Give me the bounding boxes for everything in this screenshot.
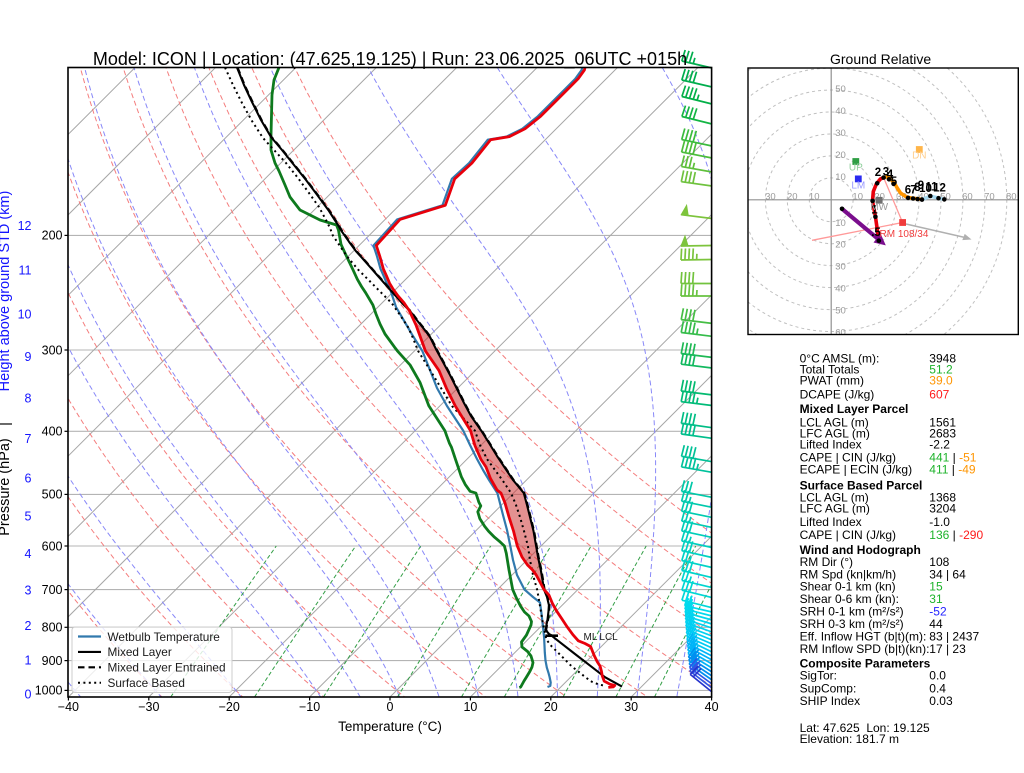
svg-text:10: 10 xyxy=(835,218,846,229)
svg-text:70: 70 xyxy=(984,191,995,202)
svg-text:60: 60 xyxy=(962,191,973,202)
svg-text:30: 30 xyxy=(835,262,846,273)
svg-text:Model: ICON | Location: (47.62: Model: ICON | Location: (47.625,19.125) … xyxy=(93,49,687,70)
svg-text:20: 20 xyxy=(835,240,846,251)
svg-text:300: 300 xyxy=(42,343,63,357)
svg-text:0: 0 xyxy=(387,700,394,714)
svg-text:20: 20 xyxy=(787,191,798,202)
svg-text:30: 30 xyxy=(835,128,846,139)
svg-text:4: 4 xyxy=(25,547,32,561)
svg-text:30: 30 xyxy=(624,700,638,714)
svg-text:20: 20 xyxy=(835,150,846,161)
svg-text:Surface Based: Surface Based xyxy=(108,676,185,690)
svg-text:2: 2 xyxy=(25,619,32,633)
svg-text:10: 10 xyxy=(809,191,820,202)
svg-text:50: 50 xyxy=(835,306,846,317)
svg-text:Temperature (°C): Temperature (°C) xyxy=(338,719,442,734)
svg-text:200: 200 xyxy=(42,229,63,243)
svg-text:DCAPE (J/kg): DCAPE (J/kg) xyxy=(800,388,875,402)
svg-text:Mixed Layer: Mixed Layer xyxy=(108,645,172,659)
svg-text:Mixed Layer Parcel: Mixed Layer Parcel xyxy=(800,402,909,416)
svg-text:LFC AGL (m): LFC AGL (m) xyxy=(800,502,870,516)
svg-text:5: 5 xyxy=(25,510,32,524)
svg-text:0.03: 0.03 xyxy=(929,694,953,708)
svg-text:5: 5 xyxy=(891,176,898,188)
svg-text:Mixed Layer Entrained: Mixed Layer Entrained xyxy=(108,661,226,675)
svg-text:10: 10 xyxy=(463,700,477,714)
svg-text:−20: −20 xyxy=(219,700,240,714)
svg-text:Pressure (hPa): Pressure (hPa) xyxy=(0,438,13,536)
svg-text:−10: −10 xyxy=(299,700,320,714)
svg-text:0: 0 xyxy=(25,687,32,701)
svg-text:607: 607 xyxy=(929,388,949,402)
svg-text:50: 50 xyxy=(835,84,846,95)
svg-text:800: 800 xyxy=(42,621,63,635)
svg-text:40: 40 xyxy=(705,700,719,714)
svg-text:80: 80 xyxy=(1006,191,1017,202)
svg-text:Ground Relative: Ground Relative xyxy=(830,51,931,67)
svg-text:RM Inflow SPD (b|t)(kn):: RM Inflow SPD (b|t)(kn): xyxy=(800,642,930,656)
svg-text:40: 40 xyxy=(835,284,846,295)
svg-text:136 | -290: 136 | -290 xyxy=(929,528,983,542)
svg-text:500: 500 xyxy=(42,488,63,502)
svg-text:SHIP Index: SHIP Index xyxy=(800,694,860,708)
svg-text:900: 900 xyxy=(42,654,63,668)
svg-text:1000: 1000 xyxy=(35,684,63,698)
svg-text:3204: 3204 xyxy=(929,502,956,516)
svg-text:Elevation: 181.7 m: Elevation: 181.7 m xyxy=(800,732,899,746)
svg-text:400: 400 xyxy=(42,425,63,439)
svg-text:20: 20 xyxy=(544,700,558,714)
svg-text:40: 40 xyxy=(835,106,846,117)
svg-text:3: 3 xyxy=(25,583,32,597)
svg-text:CAPE | CIN (J/kg): CAPE | CIN (J/kg) xyxy=(800,528,896,542)
svg-text:411 | -49: 411 | -49 xyxy=(929,463,976,477)
svg-text:Wetbulb Temperature: Wetbulb Temperature xyxy=(108,630,221,644)
svg-text:LM: LM xyxy=(851,180,865,191)
svg-text:39.0: 39.0 xyxy=(929,374,953,388)
svg-text:2: 2 xyxy=(875,167,881,179)
svg-text:8: 8 xyxy=(25,392,32,406)
svg-text:|: | xyxy=(0,422,13,426)
svg-text:RM 108/34: RM 108/34 xyxy=(880,229,929,240)
svg-text:17 | 23: 17 | 23 xyxy=(929,642,966,656)
svg-text:−40: −40 xyxy=(58,700,79,714)
svg-text:10: 10 xyxy=(852,191,863,202)
svg-text:MW: MW xyxy=(870,202,888,213)
svg-text:600: 600 xyxy=(42,539,63,553)
svg-text:−30: −30 xyxy=(138,700,159,714)
svg-text:PWAT (mm): PWAT (mm) xyxy=(800,374,864,388)
svg-text:6: 6 xyxy=(25,471,32,485)
svg-text:1: 1 xyxy=(25,654,32,668)
svg-text:700: 700 xyxy=(42,583,63,597)
svg-text:12: 12 xyxy=(933,183,946,195)
svg-text:30: 30 xyxy=(765,191,776,202)
svg-text:7: 7 xyxy=(25,432,32,446)
svg-text:10: 10 xyxy=(18,308,32,322)
svg-text:Height above ground STD (km): Height above ground STD (km) xyxy=(0,191,13,392)
svg-text:ECAPE | ECIN (J/kg): ECAPE | ECIN (J/kg) xyxy=(800,463,912,477)
svg-text:12: 12 xyxy=(18,219,32,233)
svg-text:9: 9 xyxy=(25,350,32,364)
svg-text:UP: UP xyxy=(849,163,863,174)
svg-text:DN: DN xyxy=(912,151,926,162)
svg-text:10: 10 xyxy=(835,172,846,183)
svg-text:11: 11 xyxy=(19,264,32,278)
svg-text:ML LCL: ML LCL xyxy=(584,632,619,643)
